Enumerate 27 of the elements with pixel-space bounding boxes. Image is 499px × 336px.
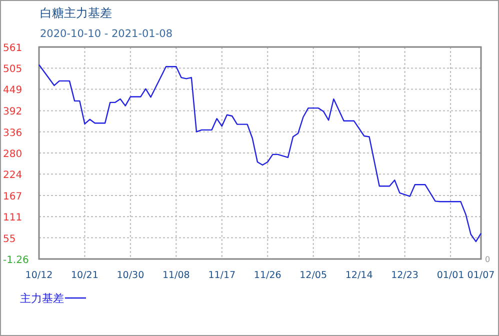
- x-tick-label: 01/07: [467, 270, 495, 281]
- text: 0: [485, 255, 490, 264]
- x-tick-label: 11/26: [254, 270, 282, 281]
- y-tick-label: 224: [3, 170, 22, 182]
- x-tick-label: 10/12: [25, 270, 53, 281]
- y-tick-label: 392: [3, 106, 22, 118]
- x-tick-label: 12/23: [391, 270, 418, 281]
- y-tick-label: 111: [3, 212, 22, 224]
- y-tick-label: 561: [3, 43, 22, 54]
- line-series: [38, 64, 482, 242]
- y-tick-label: 505: [3, 64, 22, 76]
- x-tick-label: 12/14: [345, 270, 373, 281]
- y-tick-label: 336: [3, 128, 22, 139]
- x-tick-label: 10/30: [116, 270, 144, 281]
- legend-label: 主力基差: [20, 292, 64, 305]
- x-tick-label: 12/05: [300, 270, 328, 281]
- y-tick-label: 55: [3, 234, 16, 245]
- y-tick-label: -1.26: [3, 255, 29, 266]
- x-tick-label: 11/17: [208, 270, 236, 281]
- chart-subtitle: 2020-10-10 - 2021-01-08: [40, 28, 173, 40]
- y-tick-label: 167: [3, 192, 22, 203]
- x-tick-label: 01/01: [436, 270, 464, 281]
- y-tick-label: 449: [3, 85, 22, 96]
- y-tick-label: 280: [3, 148, 22, 160]
- x-tick-label: 10/21: [71, 270, 98, 281]
- x-tick-label: 11/08: [162, 270, 190, 281]
- chart-title: 白糖主力基差: [40, 6, 112, 20]
